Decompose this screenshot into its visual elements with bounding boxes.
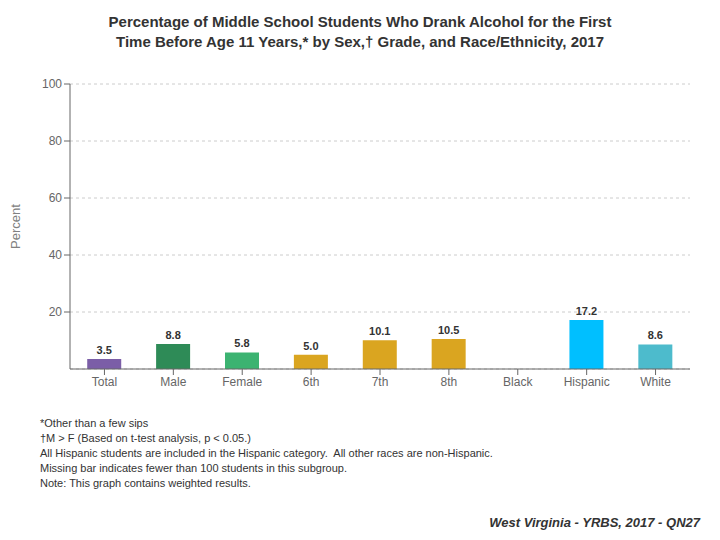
html-text:Time Before Age 11 Years,* by: Time Before Age 11 Years,* by Sex,† Grad…: [116, 33, 604, 50]
svg-text:100: 100: [42, 77, 62, 91]
svg-text:5.8: 5.8: [234, 337, 249, 349]
svg-text:Female: Female: [222, 375, 262, 389]
svg-text:17.2: 17.2: [576, 305, 597, 317]
html-text:*Other than a few sips: *Other than a few sips: [40, 417, 149, 429]
svg-text:White: White: [640, 375, 671, 389]
html-text:Missing bar indicates fewer th: Missing bar indicates fewer than 100 stu…: [40, 462, 347, 474]
svg-text:40: 40: [49, 248, 63, 262]
svg-text:20: 20: [49, 305, 63, 319]
svg-text:8.6: 8.6: [648, 329, 663, 341]
svg-text:10.1: 10.1: [369, 325, 390, 337]
html-text:All Hispanic students are incl: All Hispanic students are included in th…: [40, 447, 493, 459]
svg-text:Hispanic: Hispanic: [564, 375, 610, 389]
svg-text:3.5: 3.5: [97, 344, 112, 356]
svg-text:5.0: 5.0: [303, 340, 318, 352]
svg-text:6th: 6th: [303, 375, 320, 389]
svg-text:8.8: 8.8: [165, 329, 180, 341]
html-text:Note: This graph contains weig: Note: This graph contains weighted resul…: [40, 477, 251, 489]
html-text:†M > F (Based on t-test analys: †M > F (Based on t-test analysis, p < 0.…: [40, 432, 251, 444]
svg-text:Total: Total: [92, 375, 117, 389]
svg-text:60: 60: [49, 191, 63, 205]
svg-text:10.5: 10.5: [438, 324, 459, 336]
svg-text:Percent: Percent: [8, 204, 23, 249]
html-text:West Virginia - YRBS, 2017 - Q: West Virginia - YRBS, 2017 - QN27: [489, 515, 700, 530]
svg-text:7th: 7th: [372, 375, 389, 389]
svg-text:Black: Black: [503, 375, 533, 389]
svg-text:80: 80: [49, 134, 63, 148]
html-text:Percentage of Middle School St: Percentage of Middle School Students Who…: [108, 13, 612, 30]
svg-text:Male: Male: [160, 375, 186, 389]
svg-text:8th: 8th: [441, 375, 458, 389]
